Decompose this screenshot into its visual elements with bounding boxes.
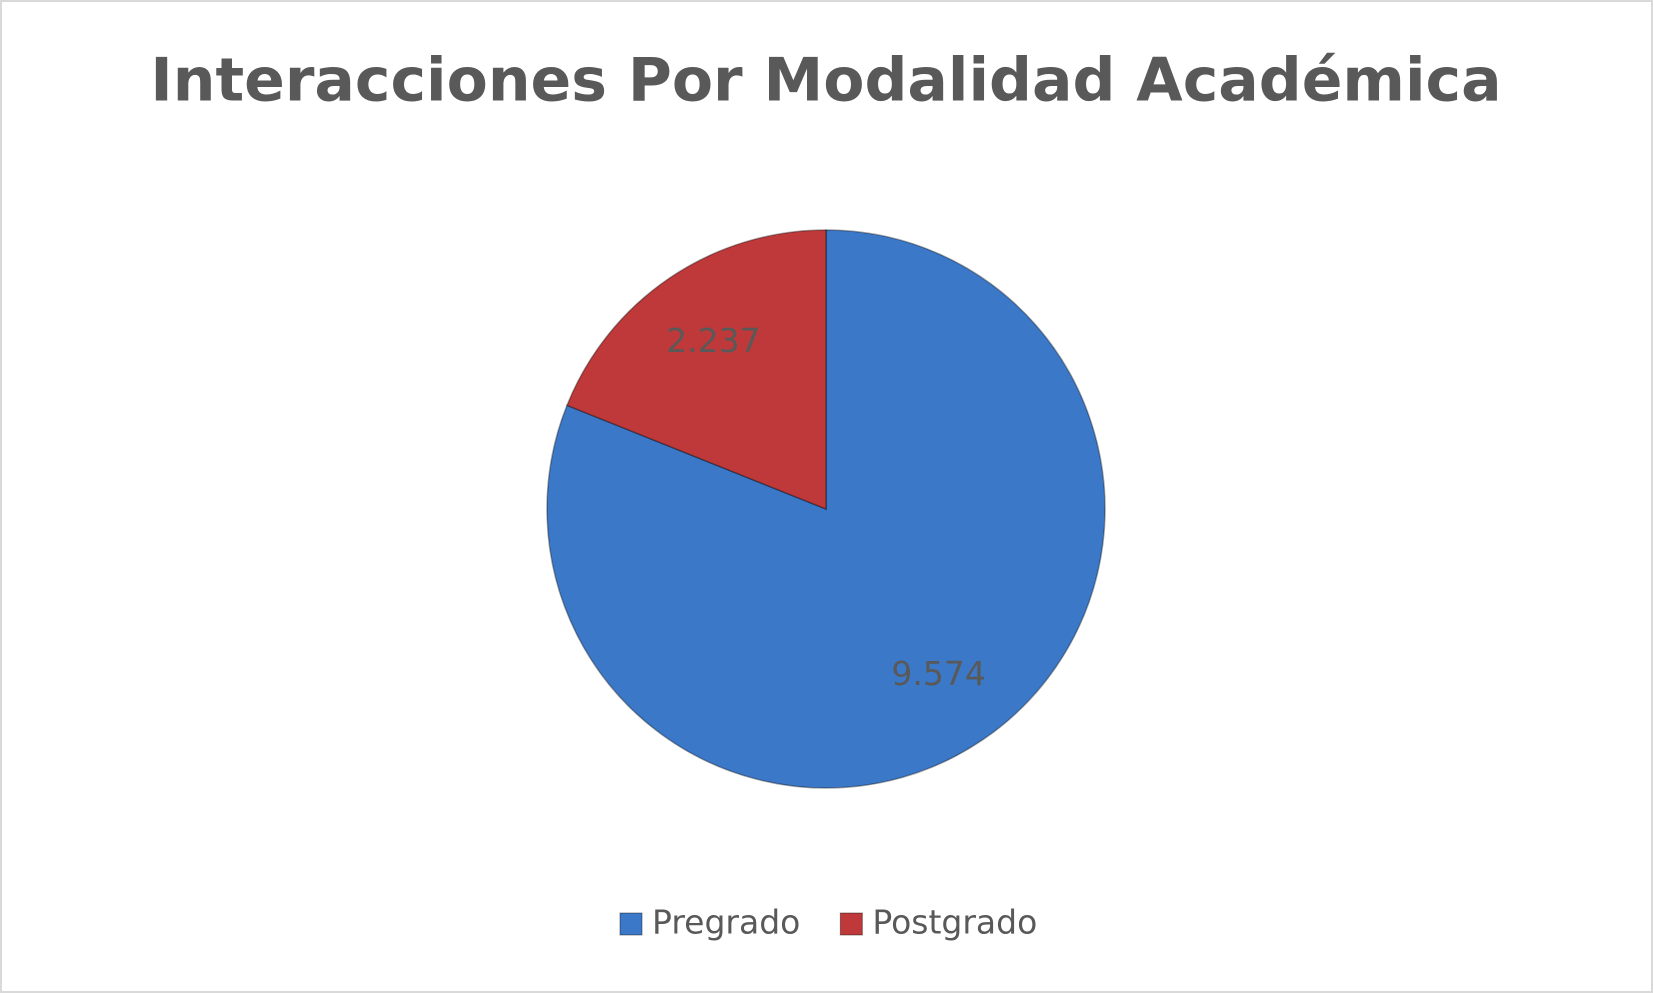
chart-title: Interacciones Por Modalidad Académica [150, 46, 1501, 116]
data-label: 2.237 [666, 321, 760, 360]
data-label: 9.574 [891, 654, 985, 693]
legend-swatch [839, 912, 863, 936]
pie-slice [566, 229, 827, 511]
legend-swatch [619, 912, 643, 936]
pie-slice [546, 229, 1106, 789]
legend-label: Pregrado [652, 903, 800, 942]
legend-label: Postgrado [872, 903, 1037, 942]
